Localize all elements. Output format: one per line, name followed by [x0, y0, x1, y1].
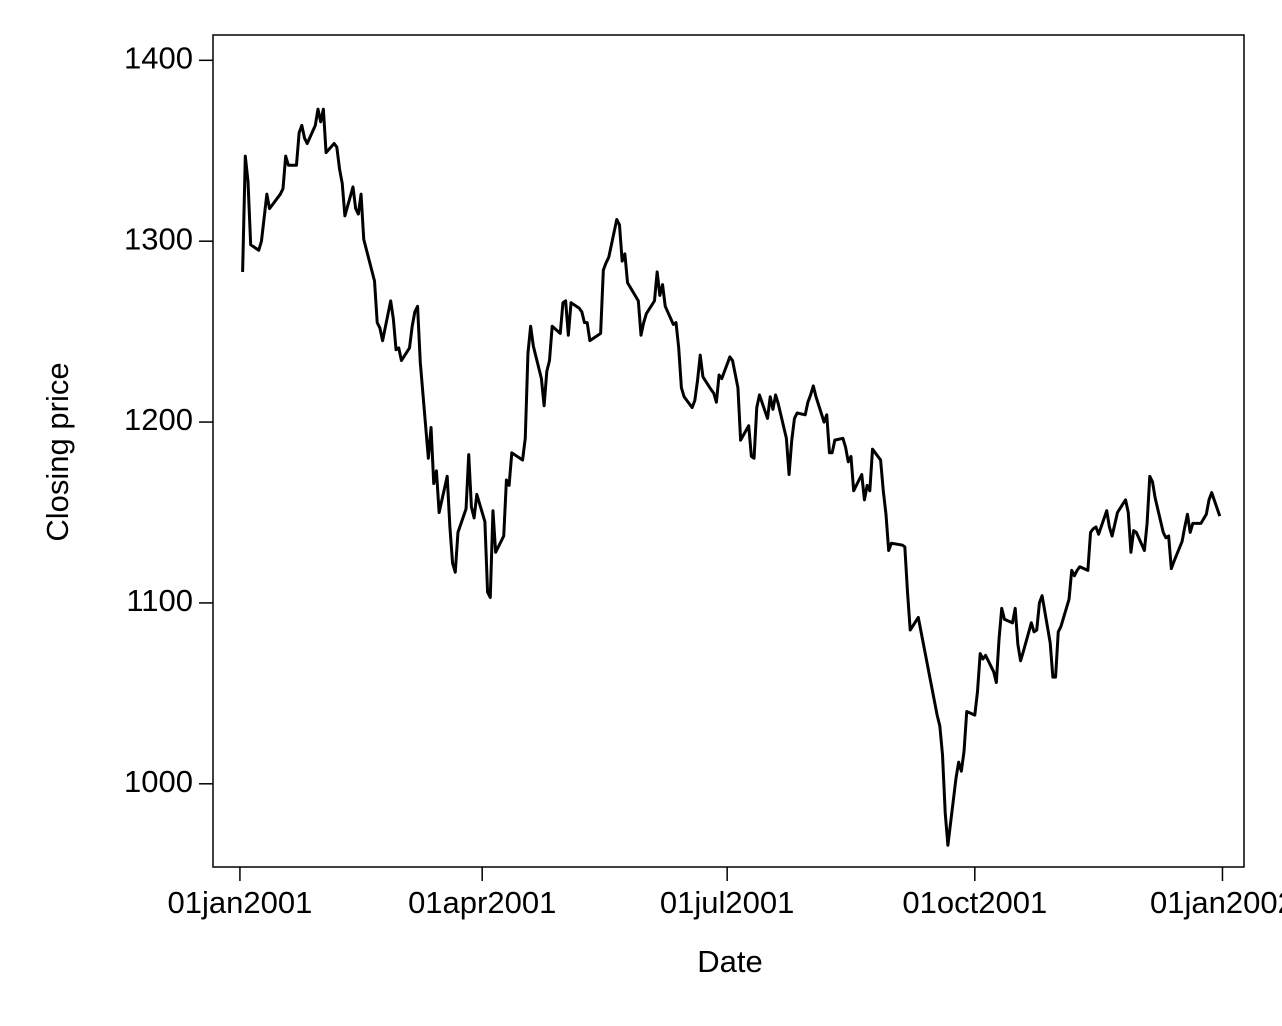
- plot-frame: [212, 34, 1245, 868]
- y-tick-label: 1200: [124, 402, 193, 437]
- price-line: [241, 107, 1222, 847]
- x-tick-label: 01apr2001: [408, 885, 556, 920]
- x-tick-label: 01jul2001: [660, 885, 794, 920]
- y-tick-label: 1300: [124, 221, 193, 256]
- x-axis-title: Date: [697, 944, 762, 979]
- x-tick-label: 01jan2002: [1150, 885, 1282, 920]
- y-tick-label: 1000: [124, 764, 193, 799]
- y-tick-label: 1100: [126, 583, 193, 618]
- x-tick-label: 01oct2001: [902, 885, 1047, 920]
- x-tick-label: 01jan2001: [168, 885, 313, 920]
- y-tick-label: 1400: [124, 41, 193, 76]
- y-axis-title: Closing price: [40, 362, 75, 541]
